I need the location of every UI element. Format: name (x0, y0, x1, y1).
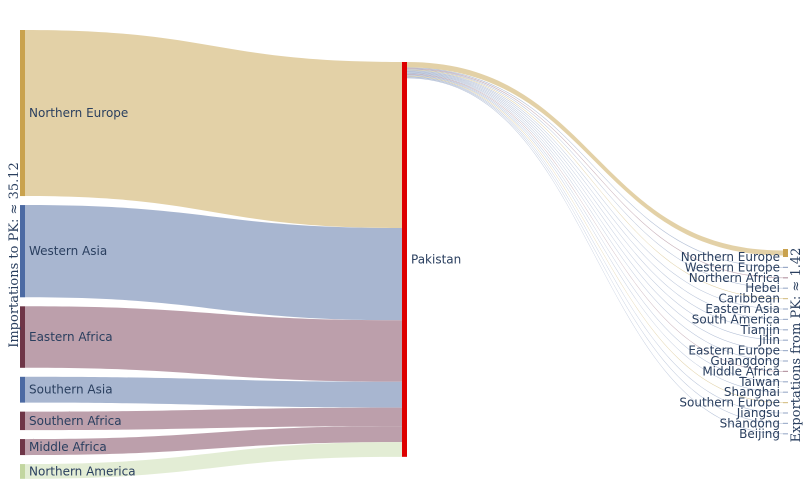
label-target-jiangsu: Jiangsu (736, 406, 780, 420)
link-pakistan-to-guangdong[interactable] (407, 73, 783, 362)
node-target-eastern-asia[interactable] (783, 308, 788, 310)
node-target-tianjin[interactable] (783, 329, 788, 331)
flow-links (25, 30, 783, 479)
label-target-taiwan: Taiwan (738, 375, 780, 389)
node-target-eastern-europe[interactable] (783, 350, 788, 352)
nodes (20, 30, 788, 479)
link-pakistan-to-hebei[interactable] (407, 69, 783, 289)
label-target-northern-europe: Northern Europe (681, 250, 780, 264)
label-target-caribbean: Caribbean (718, 292, 780, 306)
label-target-beijing: Beijing (739, 427, 780, 441)
node-target-southern-europe[interactable] (783, 402, 788, 404)
node-source-southern-africa[interactable] (20, 411, 25, 431)
label-source-western-asia: Western Asia (29, 244, 107, 258)
node-target-shanghai[interactable] (783, 391, 788, 393)
label-source-northern-europe: Northern Europe (29, 106, 128, 120)
right-axis-label: Exportations from PK: ≈ 1.42 (789, 248, 804, 443)
link-pakistan-to-eastern-asia[interactable] (407, 70, 783, 310)
label-target-guangdong: Guangdong (710, 354, 780, 368)
link-pakistan-to-northern-europe[interactable] (407, 62, 783, 256)
node-target-middle-africa[interactable] (783, 370, 788, 372)
node-target-northern-africa[interactable] (783, 277, 788, 279)
node-target-northern-europe[interactable] (783, 249, 788, 257)
node-target-taiwan[interactable] (783, 381, 788, 383)
link-pakistan-to-northern-africa[interactable] (407, 68, 783, 279)
link-pakistan-to-jiangsu[interactable] (407, 76, 783, 414)
label-source-northern-america: Northern America (29, 464, 136, 478)
node-source-middle-africa[interactable] (20, 439, 25, 456)
node-source-northern-europe[interactable] (20, 30, 25, 197)
node-source-eastern-africa[interactable] (20, 306, 25, 368)
node-source-northern-america[interactable] (20, 464, 25, 479)
link-pakistan-to-middle-africa[interactable] (407, 73, 783, 372)
node-target-hebei[interactable] (783, 287, 788, 289)
node-target-western-europe[interactable] (783, 266, 788, 268)
label-target-eastern-europe: Eastern Europe (688, 344, 780, 358)
label-target-shanghai: Shanghai (724, 385, 780, 399)
link-southern-africa-to-pakistan[interactable] (25, 407, 402, 431)
link-pakistan-to-shandong[interactable] (407, 77, 783, 424)
label-target-western-europe: Western Europe (685, 260, 780, 274)
label-source-middle-africa: Middle Africa (29, 440, 107, 454)
link-northern-america-to-pakistan[interactable] (25, 442, 402, 479)
label-target-hebei: Hebei (745, 281, 780, 295)
link-pakistan-to-south-america[interactable] (407, 70, 783, 320)
label-target-southern-europe: Southern Europe (679, 396, 780, 410)
label-target-middle-africa: Middle Africa (702, 364, 780, 378)
link-northern-europe-to-pakistan[interactable] (25, 30, 402, 229)
node-source-southern-asia[interactable] (20, 376, 25, 403)
label-center-pakistan: Pakistan (411, 252, 461, 266)
link-pakistan-to-beijing[interactable] (407, 77, 783, 435)
node-center-pakistan[interactable] (402, 62, 407, 457)
link-pakistan-to-shanghai[interactable] (407, 75, 783, 393)
link-middle-africa-to-pakistan[interactable] (25, 426, 402, 456)
node-target-jilin[interactable] (783, 339, 788, 341)
left-axis-label: Importations to PK: ≈ 35.12 (7, 162, 22, 348)
label-target-eastern-asia: Eastern Asia (705, 302, 780, 316)
node-target-guangdong[interactable] (783, 360, 788, 362)
link-pakistan-to-jilin[interactable] (407, 72, 783, 341)
label-target-tianjin: Tianjin (739, 323, 780, 337)
node-target-beijing[interactable] (783, 433, 788, 435)
label-target-northern-africa: Northern Africa (689, 271, 780, 285)
node-target-south-america[interactable] (783, 318, 788, 320)
node-target-jiangsu[interactable] (783, 412, 788, 414)
node-source-western-asia[interactable] (20, 205, 25, 298)
label-target-south-america: South America (692, 312, 780, 326)
link-pakistan-to-caribbean[interactable] (407, 69, 783, 299)
link-pakistan-to-western-europe[interactable] (407, 67, 783, 268)
link-southern-asia-to-pakistan[interactable] (25, 376, 402, 408)
link-pakistan-to-tianjin[interactable] (407, 71, 783, 331)
label-source-eastern-africa: Eastern Africa (29, 330, 113, 344)
node-target-shandong[interactable] (783, 422, 788, 424)
link-western-asia-to-pakistan[interactable] (25, 205, 402, 321)
label-target-shandong: Shandong (720, 416, 780, 430)
label-source-southern-asia: Southern Asia (29, 383, 113, 397)
link-pakistan-to-eastern-europe[interactable] (407, 72, 783, 351)
link-eastern-africa-to-pakistan[interactable] (25, 306, 402, 382)
link-pakistan-to-southern-europe[interactable] (407, 75, 783, 403)
label-target-jilin: Jilin (758, 333, 780, 347)
node-labels: Northern Europe Western Asia Eastern Afric… (29, 106, 780, 478)
link-pakistan-to-taiwan[interactable] (407, 74, 783, 383)
label-source-southern-africa: Southern Africa (29, 414, 122, 428)
node-target-caribbean[interactable] (783, 298, 788, 300)
